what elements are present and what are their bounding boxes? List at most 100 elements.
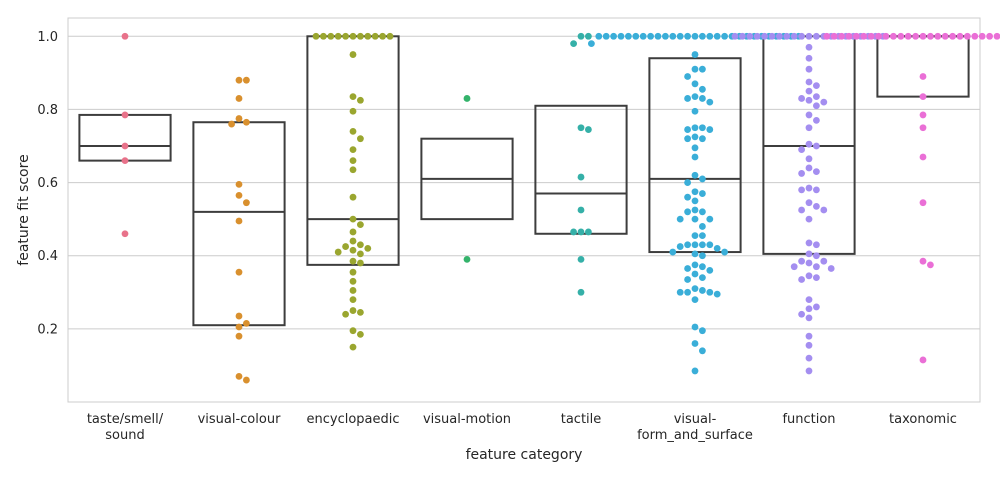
data-point <box>813 93 820 101</box>
data-point <box>602 32 610 40</box>
data-point <box>838 32 845 40</box>
data-point <box>699 252 706 260</box>
data-point <box>676 32 684 40</box>
data-point <box>669 32 677 40</box>
data-point <box>805 314 813 322</box>
data-point <box>699 65 706 73</box>
data-point <box>699 95 706 102</box>
data-point <box>691 340 699 347</box>
data-point <box>379 32 386 40</box>
data-point <box>805 341 813 349</box>
data-point <box>639 32 647 40</box>
data-point <box>662 32 669 40</box>
data-point <box>699 190 706 197</box>
x-tick-label: tactile <box>561 412 602 427</box>
data-point <box>823 32 831 40</box>
data-point <box>956 32 964 40</box>
data-point <box>349 237 357 245</box>
data-point <box>919 257 927 265</box>
data-point <box>243 376 250 384</box>
data-point <box>691 107 699 115</box>
data-point <box>813 117 820 124</box>
data-point <box>577 206 585 214</box>
data-point <box>235 95 243 102</box>
data-point <box>949 32 956 40</box>
data-point <box>813 252 820 260</box>
data-point <box>691 367 699 375</box>
data-point <box>684 276 691 283</box>
data-point <box>691 65 699 73</box>
data-point <box>964 32 971 40</box>
data-point <box>699 85 706 93</box>
data-point <box>691 188 699 196</box>
data-point <box>691 144 699 152</box>
data-point <box>684 73 691 80</box>
x-tick-label: taste/smell/ <box>87 412 164 427</box>
data-point <box>349 327 357 335</box>
data-point <box>721 248 728 256</box>
data-point <box>776 32 783 40</box>
data-point <box>585 32 592 40</box>
data-point <box>713 245 721 252</box>
data-point <box>813 32 820 40</box>
data-point <box>813 102 820 110</box>
data-point <box>349 228 357 236</box>
data-point <box>805 199 813 207</box>
data-point <box>235 191 243 199</box>
data-point <box>357 309 364 316</box>
data-point <box>919 124 927 132</box>
data-point <box>342 32 349 40</box>
data-point <box>875 32 882 40</box>
data-point <box>882 32 890 40</box>
data-point <box>813 186 820 194</box>
data-point <box>235 76 243 84</box>
data-point <box>798 257 805 265</box>
data-point <box>813 263 820 271</box>
data-point <box>827 265 835 272</box>
data-point <box>588 40 595 47</box>
data-point <box>927 261 934 269</box>
data-point <box>342 310 349 318</box>
data-point <box>890 32 897 40</box>
data-point <box>349 193 357 201</box>
data-point <box>706 266 714 274</box>
data-point <box>790 263 798 271</box>
data-point <box>993 32 1000 40</box>
data-point <box>235 323 243 331</box>
data-point <box>121 230 129 238</box>
plot-border <box>67 17 981 403</box>
data-point <box>691 215 699 223</box>
data-point <box>577 173 585 181</box>
data-point <box>691 232 699 240</box>
data-point <box>699 32 706 40</box>
data-point <box>357 250 364 258</box>
data-point <box>971 32 979 40</box>
data-point <box>919 356 927 364</box>
data-point <box>691 80 699 88</box>
data-point <box>805 111 813 119</box>
data-point <box>684 179 691 186</box>
data-point <box>312 32 320 40</box>
data-point <box>349 93 357 101</box>
data-point <box>813 303 820 311</box>
data-point <box>798 32 805 40</box>
data-point <box>798 95 805 102</box>
data-point <box>342 243 349 250</box>
data-point <box>798 146 805 154</box>
data-point <box>684 135 691 143</box>
data-point <box>706 288 714 296</box>
data-point <box>357 241 364 249</box>
data-point <box>805 65 813 73</box>
data-point <box>121 111 129 119</box>
data-point <box>941 32 949 40</box>
data-point <box>919 111 927 119</box>
data-point <box>805 140 813 148</box>
data-point <box>669 248 677 256</box>
data-point <box>805 272 813 280</box>
x-axis-title: feature category <box>466 447 583 463</box>
y-axis-title: feature fit score <box>16 154 32 265</box>
data-point <box>364 32 372 40</box>
data-point <box>691 206 699 214</box>
data-point <box>235 332 243 340</box>
data-point <box>228 120 236 128</box>
